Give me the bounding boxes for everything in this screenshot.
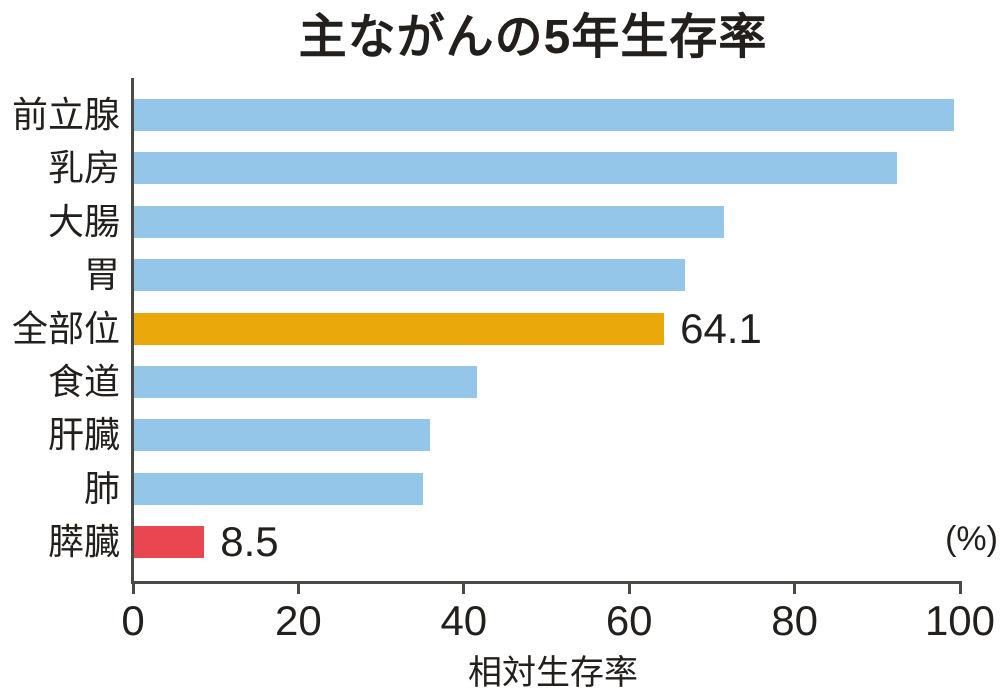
value-label: 64.1 [680, 304, 762, 352]
category-label: 乳房 [47, 147, 120, 189]
x-axis-title: 相対生存率 [468, 654, 638, 692]
bar [134, 205, 725, 238]
category-label: 前立腺 [11, 94, 120, 135]
tick-mark [627, 581, 631, 594]
bar [134, 259, 685, 292]
category-label: 肺 [83, 467, 120, 509]
category-label: 大腸 [47, 200, 120, 242]
tick-mark [793, 581, 797, 594]
tick-label: 80 [771, 597, 818, 644]
bar [134, 472, 423, 505]
category-label: 胃 [83, 254, 120, 296]
bar [134, 526, 205, 559]
tick-mark [296, 581, 300, 594]
value-label: 8.5 [220, 518, 279, 566]
category-label: 肝臓 [47, 414, 120, 456]
tick-mark [131, 581, 135, 594]
tick-label: 60 [605, 597, 653, 644]
tick-label: 0 [121, 597, 145, 644]
tick-label: 40 [440, 597, 488, 644]
percent-unit-label: (%) [945, 520, 998, 558]
tick-label: 20 [275, 597, 322, 644]
tick-mark [462, 581, 466, 594]
category-label: 膵臓 [47, 521, 120, 563]
tick-label: 100 [924, 597, 996, 644]
bar [134, 419, 431, 452]
tick-mark [958, 581, 962, 594]
category-label: 全部位 [11, 307, 120, 349]
bar [134, 366, 478, 398]
y-axis-line [131, 78, 134, 584]
bar [134, 99, 954, 131]
category-label: 食道 [47, 361, 120, 402]
bar [134, 152, 898, 185]
bar [134, 312, 665, 345]
chart-title: 主ながんの5年生存率 [298, 11, 768, 64]
x-axis-line [131, 581, 962, 584]
